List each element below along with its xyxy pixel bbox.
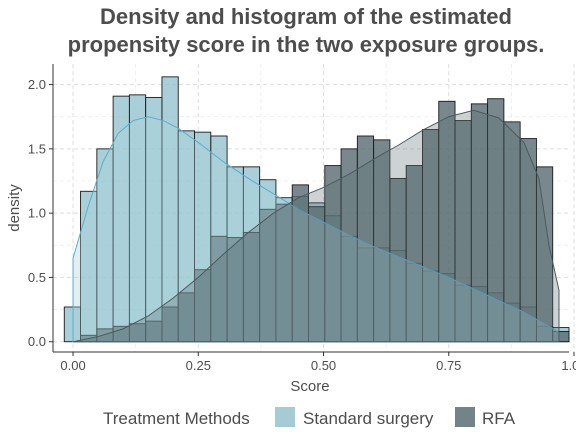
legend-label-standard-surgery: Standard surgery [303, 409, 434, 428]
density-curves [72, 109, 560, 343]
y-tick-label: 0.5 [28, 270, 46, 285]
legend: Treatment Methods Standard surgery RFA [103, 407, 516, 428]
histogram-bars [63, 76, 570, 343]
chart-title-line-1: Density and histogram of the estimated [100, 4, 512, 29]
bar-rfa [552, 330, 570, 343]
legend-title: Treatment Methods [103, 409, 250, 428]
legend-swatch-rfa [455, 407, 475, 427]
y-tick-label: 1.0 [28, 206, 46, 221]
x-tick-label: 0.00 [60, 358, 85, 373]
y-tick-label: 2.0 [28, 77, 46, 92]
axes: 0.00 0.25 0.50 0.75 1.00 0.0 0.5 1.0 1.5 2.0 [28, 64, 576, 373]
x-axis-title: Score [290, 378, 329, 395]
y-tick-label: 1.5 [28, 141, 46, 156]
y-tick-label: 0.0 [28, 334, 46, 349]
plot-area: 0.00 0.25 0.50 0.75 1.00 0.0 0.5 1.0 1.5 2.0 [28, 64, 576, 373]
x-tick-label: 0.25 [186, 358, 211, 373]
x-tick-label: 0.75 [436, 358, 461, 373]
x-tick-label: 0.50 [311, 358, 336, 373]
legend-swatch-standard-surgery [275, 407, 295, 427]
x-tick-label: 1.00 [561, 358, 576, 373]
density-curve-rfa [72, 109, 560, 343]
y-axis-title: density [6, 184, 23, 232]
legend-label-rfa: RFA [482, 409, 516, 428]
density-curve-standard-surgery [72, 116, 560, 343]
chart-title-line-2: propensity score in the two exposure gro… [68, 32, 545, 57]
